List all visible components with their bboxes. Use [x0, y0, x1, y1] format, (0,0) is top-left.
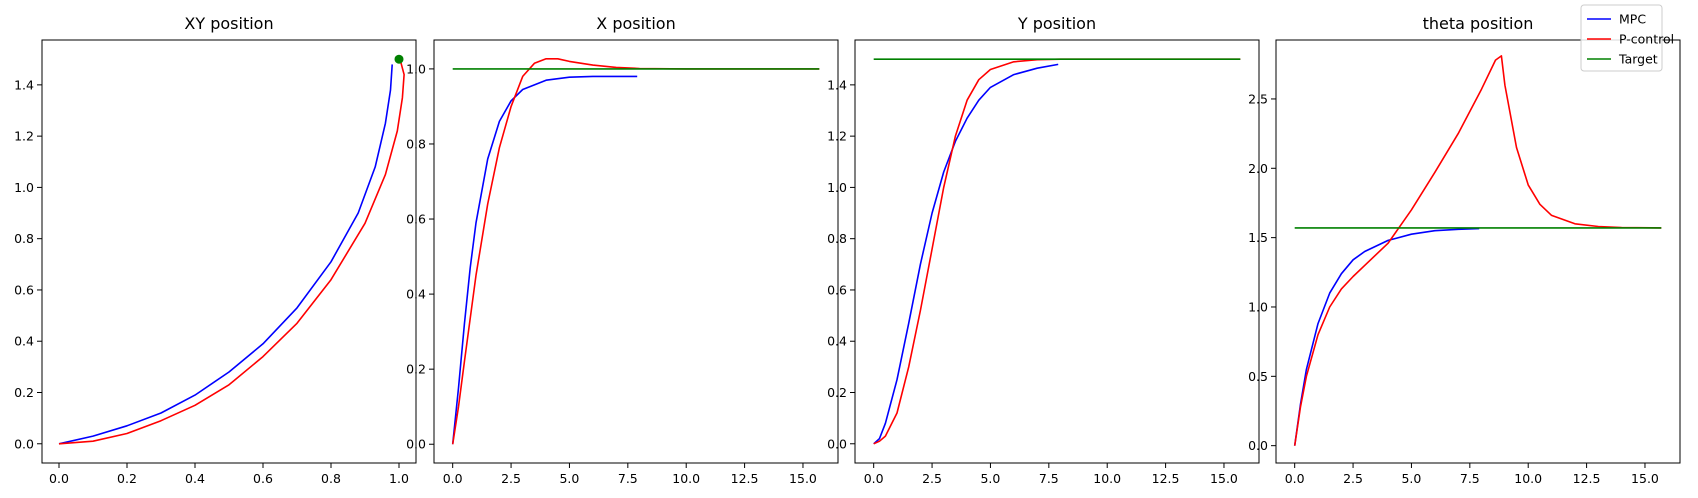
x-tick-label: 5.0	[980, 471, 1000, 486]
axes-frame	[1275, 39, 1681, 464]
y-tick-label: 0.6	[406, 212, 426, 227]
x-tick-label: 5.0	[559, 471, 579, 486]
x-tick-label: 0.0	[1285, 471, 1305, 486]
x-tick-label: 0.6	[253, 471, 273, 486]
y-tick-label: 0.0	[827, 436, 847, 451]
series-line-p-control	[1293, 55, 1662, 446]
y-tick-label: 0.0	[14, 436, 34, 451]
series-line-p-control	[58, 58, 405, 445]
x-tick-label: 7.5	[1039, 471, 1059, 486]
y-tick-label: 1.4	[827, 77, 847, 92]
y-tick-label: 0.8	[827, 231, 847, 246]
subplot-y: Y position 0.0 2.5 5.0 7.5 10.0 12.5 15.0 0.0 0.2…	[827, 14, 1260, 486]
x-tick-label: 12.5	[731, 471, 759, 486]
y-tick-label: 0.4	[406, 287, 426, 302]
y-tick-label: 1.2	[14, 129, 34, 144]
chart-title: theta position	[1423, 14, 1534, 33]
axes-frame	[433, 39, 839, 464]
x-tick-label: 0.8	[321, 471, 341, 486]
y-tick-label: 2.5	[1248, 91, 1268, 106]
y-tick-label: 0.5	[1248, 369, 1268, 384]
y-tick-label: 0.6	[14, 282, 34, 297]
x-tick-label: 12.5	[1573, 471, 1601, 486]
y-tick-label: 0.4	[14, 334, 34, 349]
x-tick-label: 2.5	[922, 471, 942, 486]
y-tick-label: 1.0	[827, 180, 847, 195]
x-tick-label: 2.5	[1343, 471, 1363, 486]
x-tick-label: 0.4	[185, 471, 205, 486]
x-tick-label: 10.0	[672, 471, 700, 486]
axes-frame	[41, 39, 417, 464]
x-tick-label: 12.5	[1152, 471, 1180, 486]
series-line-mpc	[873, 63, 1059, 445]
series-line-mpc	[1293, 227, 1480, 446]
y-tick-label: 0.6	[827, 282, 847, 297]
target-point-marker	[394, 54, 404, 64]
x-tick-label: 10.0	[1514, 471, 1542, 486]
legend-box	[1580, 4, 1663, 72]
legend-label-p-control: P-control	[1619, 32, 1674, 47]
x-tick-label: 15.0	[789, 471, 817, 486]
x-tick-label: 15.0	[1631, 471, 1659, 486]
subplot-theta: theta position 0.0 2.5 5.0 7.5 10.0 12.5 15.0 0.…	[1248, 14, 1681, 486]
series-line-p-control	[451, 57, 820, 445]
subplot-x: X position 0.0 2.5 5.0 7.5 10.0 12.5 15.0 0.0 0.2…	[406, 14, 839, 486]
y-tick-label: 0.8	[406, 136, 426, 151]
x-tick-label: 0.0	[864, 471, 884, 486]
chart-title: XY position	[184, 14, 273, 33]
series-line-mpc	[451, 75, 638, 445]
x-tick-label: 0.0	[49, 471, 69, 486]
y-tick-label: 0.8	[14, 231, 34, 246]
chart-title: Y position	[1017, 14, 1096, 33]
y-tick-label: 1.0	[14, 180, 34, 195]
legend-label-mpc: MPC	[1619, 12, 1646, 27]
y-tick-label: 1.5	[1248, 230, 1268, 245]
legend-label-target: Target	[1618, 52, 1658, 67]
subplot-xy: XY position 0.0 0.2 0.4 0.6 0.8 1.0 0.0 0.2 0.4 0.…	[14, 14, 417, 486]
y-tick-label: 0.2	[14, 385, 34, 400]
y-tick-label: 0.0	[1248, 438, 1268, 453]
x-tick-label: 2.5	[501, 471, 521, 486]
x-tick-label: 7.5	[618, 471, 638, 486]
x-tick-label: 10.0	[1093, 471, 1121, 486]
series-line-p-control	[873, 58, 1241, 445]
y-tick-label: 0.2	[406, 362, 426, 377]
chart-title: X position	[596, 14, 675, 33]
y-tick-label: 0.2	[827, 385, 847, 400]
x-tick-label: 0.2	[117, 471, 137, 486]
y-tick-label: 0.4	[827, 334, 847, 349]
x-tick-label: 7.5	[1460, 471, 1480, 486]
legend: MPC P-control Target	[1580, 4, 1674, 72]
axes-frame	[854, 39, 1260, 464]
y-tick-label: 2.0	[1248, 161, 1268, 176]
series-line-mpc	[58, 64, 393, 445]
y-tick-label: 0.0	[406, 437, 426, 452]
y-tick-label: 1.0	[406, 61, 426, 76]
y-tick-label: 1.0	[1248, 299, 1268, 314]
x-tick-label: 0.0	[443, 471, 463, 486]
y-tick-label: 1.2	[827, 129, 847, 144]
x-tick-label: 15.0	[1210, 471, 1238, 486]
x-tick-label: 1.0	[389, 471, 409, 486]
y-tick-label: 1.4	[14, 77, 34, 92]
x-tick-label: 5.0	[1401, 471, 1421, 486]
